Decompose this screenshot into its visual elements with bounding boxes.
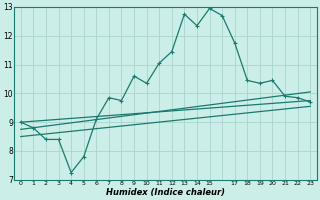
X-axis label: Humidex (Indice chaleur): Humidex (Indice chaleur) (106, 188, 225, 197)
